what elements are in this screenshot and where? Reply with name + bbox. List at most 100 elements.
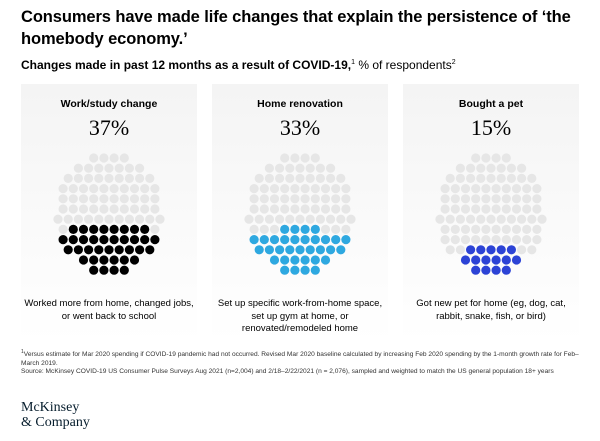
dot-filled	[119, 265, 129, 275]
dot-filled	[300, 224, 310, 234]
dot-empty	[435, 214, 445, 224]
dot-empty	[471, 224, 481, 234]
dot-empty	[99, 204, 109, 214]
dot-empty	[491, 194, 501, 204]
dot-empty	[466, 173, 476, 183]
dot-filled	[300, 265, 310, 275]
dot-empty	[275, 214, 285, 224]
dot-empty	[471, 204, 481, 214]
dot-empty	[460, 235, 471, 245]
dot-empty	[129, 184, 140, 194]
dot-empty	[290, 194, 300, 204]
logo-line-2: & Company	[21, 414, 90, 430]
dot-empty	[522, 184, 532, 194]
dot-filled	[99, 235, 109, 245]
dot-filled	[109, 224, 119, 234]
panel-description: Got new pet for home (eg, dog, cat, rabb…	[416, 298, 566, 322]
dot-empty	[331, 194, 341, 204]
dot-empty	[73, 214, 83, 224]
dot-empty	[460, 204, 471, 214]
dot-empty	[109, 194, 119, 204]
panel-label: Work/study change	[60, 98, 158, 110]
dot-empty	[320, 204, 331, 214]
dot-empty	[532, 194, 542, 204]
dot-matrix-work-study	[53, 153, 165, 275]
dot-filled	[254, 245, 264, 255]
dot-empty	[94, 173, 104, 183]
dot-filled	[290, 265, 300, 275]
dot-filled	[496, 245, 506, 255]
dot-empty	[450, 224, 460, 234]
dot-filled	[290, 224, 300, 234]
dot-empty	[73, 163, 83, 173]
dot-empty	[331, 184, 341, 194]
dot-empty	[249, 224, 259, 234]
dot-empty	[517, 214, 527, 224]
dot-empty	[522, 235, 532, 245]
dot-filled	[109, 255, 119, 265]
dot-empty	[295, 214, 305, 224]
dot-filled	[280, 224, 290, 234]
dot-empty	[269, 184, 280, 194]
dot-filled	[73, 245, 83, 255]
dot-empty	[275, 163, 285, 173]
dot-filled	[269, 255, 280, 265]
dot-empty	[491, 204, 501, 214]
dot-empty	[99, 194, 109, 204]
dot-filled	[501, 255, 511, 265]
dot-filled	[109, 265, 119, 275]
dot-filled	[486, 245, 496, 255]
dot-empty	[511, 184, 522, 194]
dot-empty	[481, 194, 491, 204]
dot-filled	[124, 245, 134, 255]
dot-empty	[491, 235, 501, 245]
dot-empty	[58, 184, 68, 194]
dot-filled	[481, 265, 491, 275]
dot-empty	[320, 184, 331, 194]
dot-empty	[440, 224, 450, 234]
dot-empty	[259, 184, 269, 194]
dot-filled	[506, 245, 516, 255]
dot-filled	[269, 235, 280, 245]
dot-empty	[496, 214, 506, 224]
dot-filled	[89, 235, 99, 245]
dot-empty	[68, 194, 78, 204]
dot-filled	[460, 255, 471, 265]
dot-filled	[315, 245, 325, 255]
dot-empty	[501, 184, 511, 194]
dot-filled	[135, 245, 145, 255]
dot-filled	[104, 245, 114, 255]
dot-empty	[264, 173, 274, 183]
dot-empty	[341, 224, 351, 234]
dot-empty	[450, 194, 460, 204]
dot-matrix-bought-pet	[435, 153, 547, 275]
dot-empty	[491, 184, 501, 194]
dot-filled	[99, 265, 109, 275]
dot-empty	[114, 163, 124, 173]
dot-empty	[78, 204, 89, 214]
dot-empty	[280, 153, 290, 163]
dot-empty	[104, 214, 114, 224]
dot-empty	[331, 204, 341, 214]
dot-empty	[315, 173, 325, 183]
dot-empty	[491, 153, 501, 163]
dot-empty	[501, 224, 511, 234]
dot-empty	[471, 235, 481, 245]
dot-filled	[99, 224, 109, 234]
dot-filled	[466, 245, 476, 255]
dot-empty	[124, 163, 134, 173]
dot-empty	[305, 173, 315, 183]
dot-empty	[310, 184, 320, 194]
dot-empty	[517, 245, 527, 255]
source-note: Source: McKinsey COVID-19 US Consumer Pu…	[21, 368, 554, 376]
dot-empty	[506, 173, 516, 183]
dot-empty	[511, 204, 522, 214]
dot-empty	[89, 194, 99, 204]
panel-description: Worked more from home, changed jobs, or …	[24, 298, 194, 322]
dot-filled	[481, 255, 491, 265]
dot-empty	[450, 184, 460, 194]
dot-empty	[58, 194, 68, 204]
dot-empty	[476, 214, 486, 224]
dot-empty	[445, 173, 455, 183]
dot-empty	[341, 194, 351, 204]
